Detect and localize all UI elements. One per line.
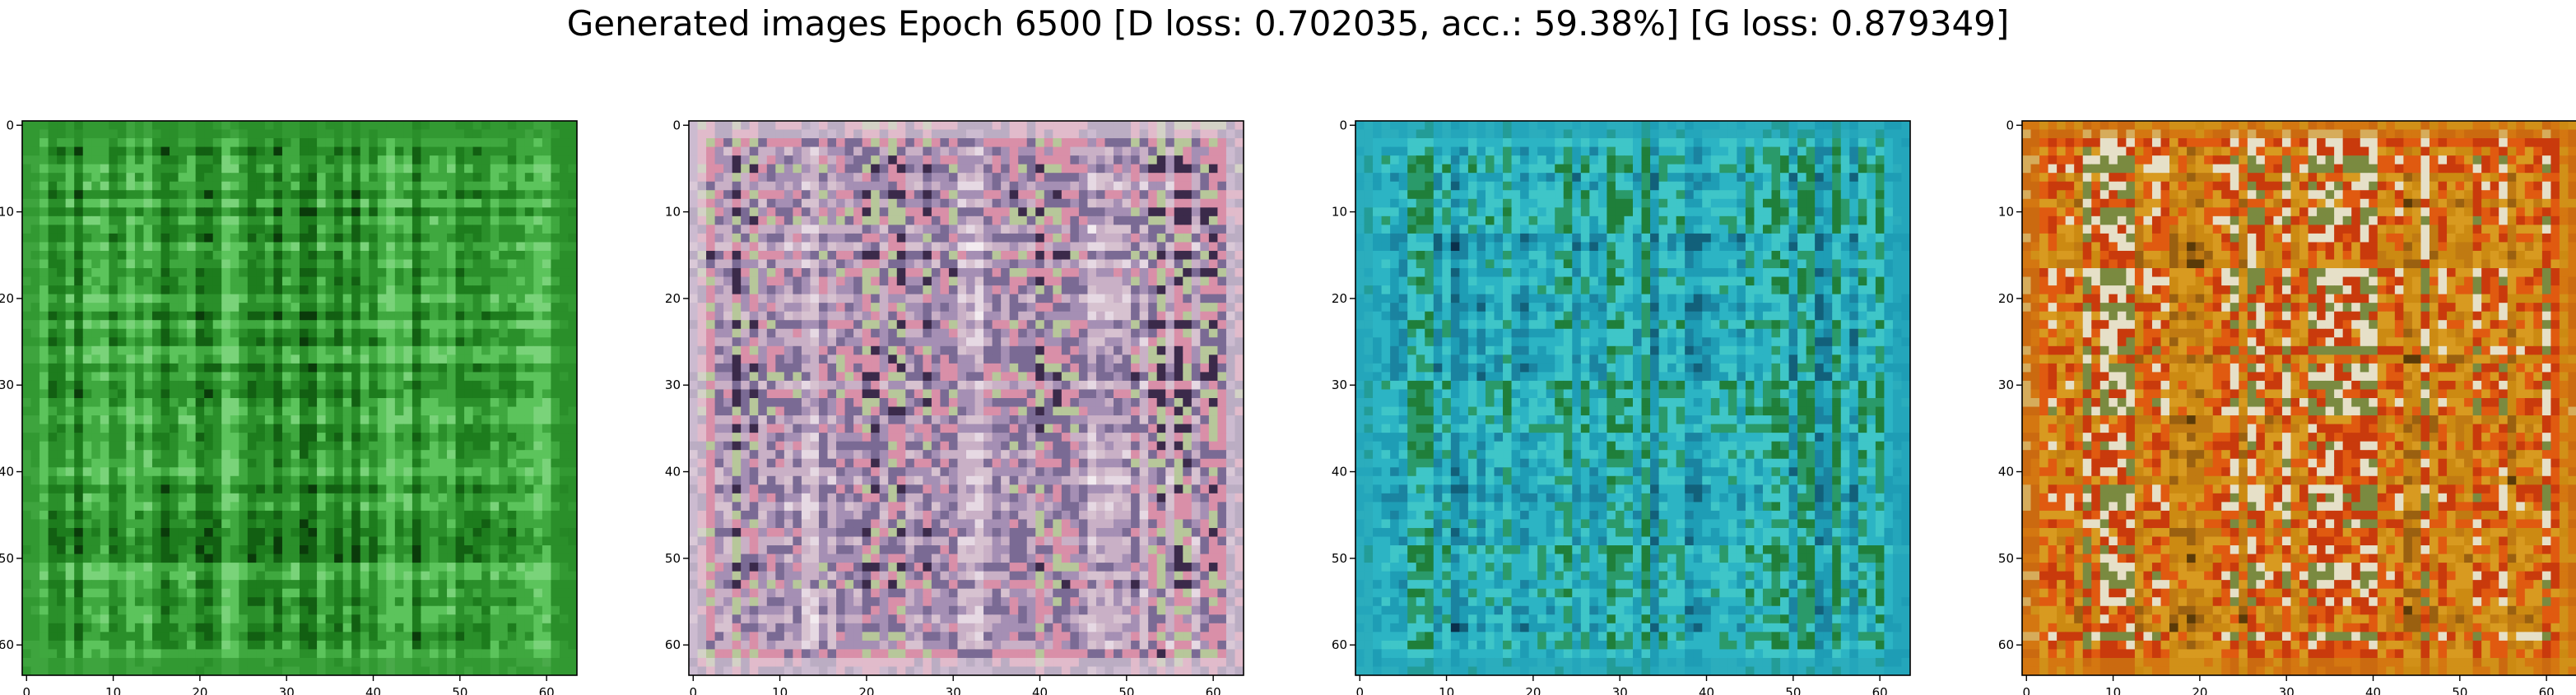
y-tick-label-20: 20 [1998,291,2014,306]
y-tick-label-50: 50 [1998,551,2014,566]
axes-frame-4 [2021,120,2576,676]
x-tick-label-20: 20 [2192,685,2207,695]
y-tick-label-0: 0 [2006,118,2014,132]
y-tick-label-60: 60 [1998,637,2014,652]
y-tick-label-40: 40 [1332,465,1347,480]
image-canvas-3 [1355,121,1910,675]
y-tick-label-0: 0 [672,118,681,132]
y-tick-label-20: 20 [1332,291,1347,306]
figure-title: Generated images Epoch 6500 [D loss: 0.7… [566,3,2010,44]
y-tick-label-50: 50 [665,551,681,566]
x-tick-label-30: 30 [946,685,961,695]
x-tick-label-50: 50 [452,685,467,695]
axes-frame-1 [21,120,578,676]
y-tick-label-60: 60 [665,637,681,652]
y-tick-label-50: 50 [1332,551,1347,566]
x-tick-label-50: 50 [1118,685,1134,695]
x-tick-label-10: 10 [2105,685,2121,695]
x-tick-label-60: 60 [539,685,555,695]
x-tick-label-10: 10 [1439,685,1454,695]
y-tick-label-60: 60 [0,637,14,652]
y-tick-label-40: 40 [1998,465,2014,480]
x-tick-label-20: 20 [1525,685,1541,695]
y-tick-label-30: 30 [665,378,681,392]
y-tick-label-30: 30 [1998,378,2014,392]
y-tick-label-60: 60 [1332,637,1347,652]
y-tick-label-0: 0 [1339,118,1347,132]
y-tick-label-40: 40 [0,465,14,480]
x-tick-label-30: 30 [1612,685,1628,695]
x-tick-label-40: 40 [1699,685,1714,695]
x-tick-label-30: 30 [279,685,295,695]
x-tick-label-0: 0 [1355,685,1364,695]
y-tick-label-30: 30 [1332,378,1347,392]
image-panel-4: 0 10 20 30 40 50 60 0 10 20 30 40 50 60 [1998,118,2576,695]
y-tick-label-10: 10 [0,205,14,220]
image-panel-2: 0 10 20 30 40 50 60 0 10 20 30 40 50 60 [665,118,1244,695]
x-tick-label-40: 40 [1032,685,1048,695]
image-canvas-1 [22,121,577,675]
y-tick-label-10: 10 [1332,205,1347,220]
image-canvas-4 [2022,121,2576,675]
x-tick-label-0: 0 [22,685,30,695]
x-tick-label-0: 0 [689,685,697,695]
y-tick-label-0: 0 [6,118,14,132]
x-tick-label-40: 40 [365,685,381,695]
x-tick-label-0: 0 [2022,685,2030,695]
y-tick-label-30: 30 [0,378,14,392]
y-tick-label-10: 10 [665,205,681,220]
y-tick-label-50: 50 [0,551,14,566]
image-canvas-2 [689,121,1244,675]
axes-frame-2 [688,120,1244,676]
y-tick-label-20: 20 [665,291,681,306]
x-tick-label-10: 10 [105,685,121,695]
x-tick-label-30: 30 [2279,685,2295,695]
x-tick-label-10: 10 [772,685,788,695]
x-tick-label-60: 60 [1206,685,1221,695]
x-tick-label-50: 50 [1785,685,1801,695]
x-tick-label-60: 60 [1872,685,1888,695]
axes-frame-3 [1355,120,1911,676]
y-tick-label-20: 20 [0,291,14,306]
image-panel-3: 0 10 20 30 40 50 60 0 10 20 30 40 50 60 [1332,118,1911,695]
y-tick-label-10: 10 [1998,205,2014,220]
y-tick-label-40: 40 [665,465,681,480]
x-tick-label-20: 20 [192,685,207,695]
x-tick-label-40: 40 [2365,685,2381,695]
image-panel-1: 0 10 20 30 40 50 60 0 10 20 30 40 50 60 [0,118,578,695]
x-tick-label-60: 60 [2539,685,2555,695]
x-tick-label-50: 50 [2452,685,2467,695]
x-tick-label-20: 20 [858,685,874,695]
